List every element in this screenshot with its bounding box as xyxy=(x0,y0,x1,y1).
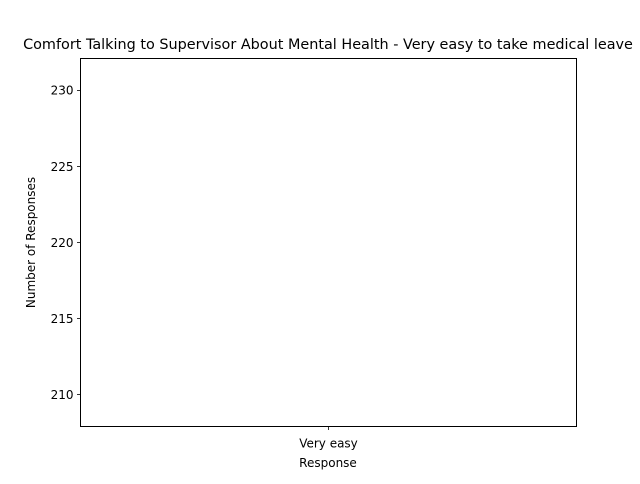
x-axis-label: Response xyxy=(299,456,357,470)
chart-title: Comfort Talking to Supervisor About Ment… xyxy=(23,37,633,53)
y-tick-label: 215 xyxy=(51,312,74,326)
y-tick-label: 210 xyxy=(51,388,74,402)
y-axis: 210 215 220 225 230 xyxy=(51,84,81,402)
x-tick-label: Very easy xyxy=(299,437,358,451)
x-axis: Very easy xyxy=(299,426,358,451)
y-tick-label: 225 xyxy=(51,160,74,174)
y-axis-label: Number of Responses xyxy=(24,177,38,308)
plot-frame xyxy=(80,58,577,427)
y-tick-label: 230 xyxy=(51,84,74,98)
y-tick-label: 220 xyxy=(51,236,74,250)
